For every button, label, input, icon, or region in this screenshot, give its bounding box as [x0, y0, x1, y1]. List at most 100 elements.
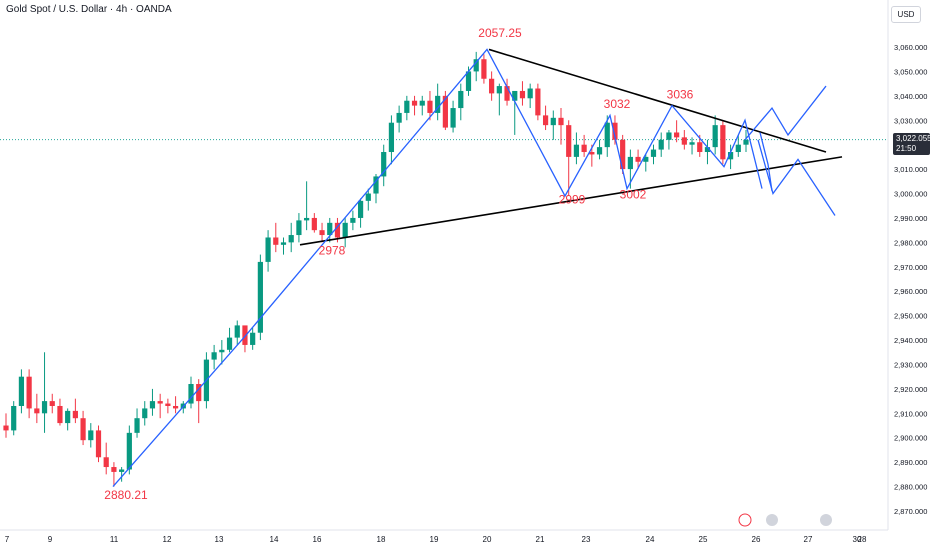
candle-body — [88, 430, 94, 441]
candle-body — [396, 112, 402, 123]
y-tick-label: 2,990.000 — [894, 214, 927, 223]
candle-body — [704, 147, 711, 153]
pivot-label: 3002 — [620, 187, 647, 201]
y-tick-label: 2,970.000 — [894, 263, 927, 272]
us-flag-icon — [820, 514, 832, 526]
pivot-label: 3032 — [604, 97, 631, 111]
y-tick-label: 2,930.000 — [894, 360, 927, 369]
pivot-label: 2057.25 — [478, 26, 522, 40]
y-tick-label: 3,060.000 — [894, 43, 927, 52]
candle-body — [165, 403, 171, 406]
trendline — [299, 156, 843, 246]
candle-body — [273, 237, 279, 245]
candle-body — [720, 125, 726, 160]
x-tick-label: 16 — [313, 535, 322, 544]
y-tick-label: 2,980.000 — [894, 238, 927, 247]
candle-body — [57, 405, 63, 424]
candle-body — [504, 86, 510, 101]
candle-body — [435, 95, 441, 113]
y-tick-label: 3,040.000 — [894, 92, 927, 101]
candle-body — [411, 100, 418, 106]
countdown-label: 21:50 — [896, 144, 917, 153]
candle-body — [250, 332, 256, 345]
x-tick-label: 13 — [215, 535, 224, 544]
candle-body — [681, 137, 687, 145]
y-tick-label: 2,890.000 — [894, 458, 927, 467]
candle-body — [242, 325, 248, 345]
candle-body — [311, 217, 317, 231]
candle-body — [388, 122, 395, 153]
candle-body — [357, 200, 364, 218]
candle-body — [188, 384, 194, 404]
candle-body — [196, 384, 202, 402]
y-tick-label: 2,940.000 — [894, 336, 927, 345]
y-tick-label: 3,030.000 — [894, 116, 927, 125]
candle-body — [481, 59, 487, 79]
scenario-arrow — [759, 132, 773, 192]
candle-body — [365, 193, 371, 201]
candle-body — [41, 401, 48, 414]
y-tick-label: 2,900.000 — [894, 434, 927, 443]
candle-body — [288, 235, 294, 243]
candle-body — [712, 125, 718, 148]
candle-body — [219, 349, 225, 353]
candle-body — [735, 144, 741, 153]
y-tick-label: 3,000.000 — [894, 190, 927, 199]
scenario-arrow — [744, 85, 827, 141]
scenario-arrow — [757, 139, 836, 216]
candle-body — [496, 86, 502, 94]
y-tick-label: 2,960.000 — [894, 287, 927, 296]
candle-body — [296, 220, 302, 236]
pivot-label: 2999 — [559, 192, 586, 206]
x-tick-label: 18 — [377, 535, 386, 544]
x-tick-label: 25 — [699, 535, 708, 544]
current-price-tag: 3,022.055 21:50 — [893, 133, 932, 155]
candle-body — [727, 152, 734, 160]
candle-body — [512, 90, 518, 101]
candle-body — [581, 144, 587, 153]
candle-body — [697, 142, 703, 153]
candle-body — [149, 401, 156, 409]
x-tick-label: 26 — [752, 535, 761, 544]
candle-body — [265, 237, 271, 262]
candle-body — [172, 405, 179, 409]
candle-body — [419, 100, 425, 106]
candle-body — [319, 230, 325, 236]
candle-body — [674, 132, 680, 138]
candle-body — [573, 144, 580, 157]
us-flag-icon — [766, 514, 778, 526]
x-tick-label: 11 — [110, 535, 119, 544]
candle-body — [689, 142, 695, 145]
candle-body — [49, 401, 55, 406]
y-tick-label: 2,920.000 — [894, 385, 927, 394]
candle-body — [658, 139, 664, 150]
projection-path — [112, 48, 763, 488]
current-price-label: 3,022.055 — [896, 134, 932, 143]
candle-body — [334, 222, 341, 238]
candle-body — [442, 95, 448, 128]
candle-body — [566, 125, 572, 157]
candle-body — [666, 132, 672, 140]
event-flash-icon — [738, 513, 752, 527]
candle-body — [612, 122, 618, 140]
y-tick-label: 2,950.000 — [894, 312, 927, 321]
candle-body — [26, 376, 32, 409]
x-tick-label: 20 — [483, 535, 492, 544]
candle-body — [211, 352, 217, 360]
x-tick-label: 24 — [646, 535, 655, 544]
candle-body — [34, 408, 40, 414]
candle-body — [111, 467, 117, 472]
candle-body — [373, 176, 379, 194]
candle-body — [119, 469, 125, 472]
y-tick-label: 2,880.000 — [894, 483, 927, 492]
candle-body — [558, 117, 564, 126]
candle-body — [234, 325, 240, 338]
candle-body — [650, 149, 657, 157]
currency-selector[interactable]: USD — [891, 6, 921, 23]
candle-body — [458, 90, 464, 109]
pivot-label: 3036 — [667, 87, 694, 101]
candle-body — [620, 139, 626, 170]
x-tick-label: 27 — [804, 535, 813, 544]
trendline — [488, 48, 827, 153]
